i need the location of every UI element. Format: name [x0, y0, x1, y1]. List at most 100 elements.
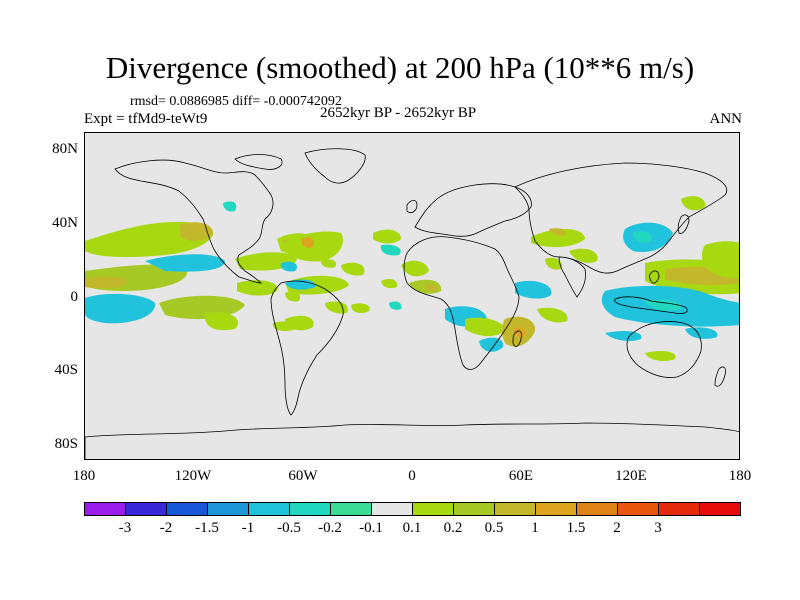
colorbar-cell — [125, 502, 167, 516]
colorbar-tick-label: 0.1 — [402, 520, 422, 536]
map-canvas — [85, 148, 739, 459]
field-blob — [545, 257, 562, 270]
lon-label-120w: 120W — [174, 468, 212, 484]
colorbar-tick-label: 1 — [531, 520, 539, 536]
field-blob — [702, 241, 739, 279]
coast-europe — [414, 183, 532, 237]
coast-indonesia — [614, 296, 688, 314]
field-blob — [285, 315, 314, 331]
lon-label-180w: 180 — [72, 468, 96, 484]
field-blob — [351, 303, 370, 313]
colorbar-tick-label: 3 — [654, 520, 662, 536]
field-blob — [341, 262, 365, 276]
field-blob — [321, 259, 337, 268]
field-blob — [685, 327, 718, 339]
coast-greenland — [304, 148, 366, 184]
field-blob — [180, 222, 214, 241]
field-blob — [537, 307, 568, 323]
field-blob — [280, 261, 298, 272]
colorbar-cell — [494, 502, 536, 516]
colorbar-tick-label: -0.5 — [277, 520, 301, 536]
coast-asia — [514, 162, 728, 274]
colorbar-cell — [207, 502, 249, 516]
colorbar-cell — [371, 502, 413, 516]
colorbar-tick-label: 0.5 — [484, 520, 504, 536]
field-blob — [515, 280, 552, 299]
coastlines — [85, 148, 739, 459]
field-blob — [531, 228, 585, 248]
field-blob — [381, 279, 398, 289]
lat-label-40s: 40S — [54, 362, 78, 378]
field-blob — [237, 280, 278, 296]
colorbar-tick-label: -1 — [241, 520, 255, 536]
experiment-label: Expt = tfMd9-teWt9 — [84, 111, 208, 127]
field-blob — [513, 327, 526, 337]
field-blob — [401, 260, 429, 277]
field-blob — [380, 244, 401, 256]
field-blob — [145, 254, 225, 272]
divergence-fields — [85, 196, 739, 431]
field-blob — [389, 301, 402, 310]
colorbar-tick-label: -0.2 — [318, 520, 342, 536]
field-blob — [301, 237, 315, 248]
field-blob — [549, 228, 566, 236]
coast-africa — [403, 236, 520, 370]
lat-label-40n: 40N — [52, 215, 78, 231]
period-label: 2652kyr BP - 2652kyr BP — [320, 105, 477, 121]
season-label: ANN — [709, 111, 743, 127]
colorbar-tick-label: 0.2 — [443, 520, 463, 536]
colorbar-cell — [248, 502, 290, 516]
colorbar-tick-label: -2 — [159, 520, 173, 536]
field-blob — [373, 229, 401, 244]
field-blob — [325, 301, 348, 314]
colorbar-cell — [330, 502, 372, 516]
colorbar-cell — [166, 502, 208, 516]
field-blob — [85, 277, 127, 289]
coast-new-zealand — [714, 366, 726, 387]
colorbar-tick-label: -3 — [118, 520, 132, 536]
colorbar-cell — [412, 502, 454, 516]
field-blob — [569, 248, 598, 263]
lon-label-0: 0 — [408, 468, 416, 484]
colorbar-cell — [289, 502, 331, 516]
colorbar-cell — [617, 502, 659, 516]
field-blob — [645, 351, 676, 361]
colorbar-tick-label: 1.5 — [566, 520, 586, 536]
colorbar — [84, 502, 741, 516]
lat-label-80s: 80S — [54, 436, 78, 452]
field-blob — [681, 196, 706, 211]
colorbar-cell — [699, 502, 741, 516]
lon-label-180e: 180 — [728, 468, 752, 484]
coast-canada-islands — [234, 154, 283, 170]
coast-philippines — [649, 270, 660, 284]
coast-uk — [406, 200, 418, 213]
colorbar-cell — [453, 502, 495, 516]
field-blob — [605, 331, 642, 341]
field-blob — [465, 317, 505, 337]
field-blob — [223, 201, 237, 212]
coast-antarctica — [85, 422, 739, 459]
lon-label-60w: 60W — [288, 468, 318, 484]
coast-south-america — [270, 280, 344, 416]
colorbar-cell — [535, 502, 577, 516]
map-panel — [84, 132, 740, 460]
colorbar-cell — [576, 502, 618, 516]
lon-label-60e: 60E — [508, 468, 534, 484]
colorbar-labels: -3 -2 -1.5 -1 -0.5 -0.2 -0.1 0.1 0.2 0.5 1 1.5 2 3 — [84, 520, 740, 540]
field-blob — [85, 293, 156, 324]
plot-title: Divergence (smoothed) at 200 hPa (10**6 … — [105, 50, 695, 85]
lat-label-0: 0 — [70, 289, 79, 305]
coast-australia — [626, 321, 702, 378]
colorbar-cell — [84, 502, 126, 516]
colorbar-tick-label: -1.5 — [195, 520, 219, 536]
coast-madagascar — [512, 330, 522, 347]
field-blob — [633, 231, 652, 243]
stats-text: rmsd= 0.0886985 diff= -0.000742092 — [130, 94, 342, 109]
field-blob — [204, 312, 239, 331]
coast-india — [558, 256, 586, 298]
field-blob — [425, 284, 439, 292]
colorbar-tick-label: -0.1 — [359, 520, 383, 536]
colorbar-cell — [658, 502, 700, 516]
field-blob — [645, 299, 682, 311]
coast-japan — [677, 214, 690, 234]
